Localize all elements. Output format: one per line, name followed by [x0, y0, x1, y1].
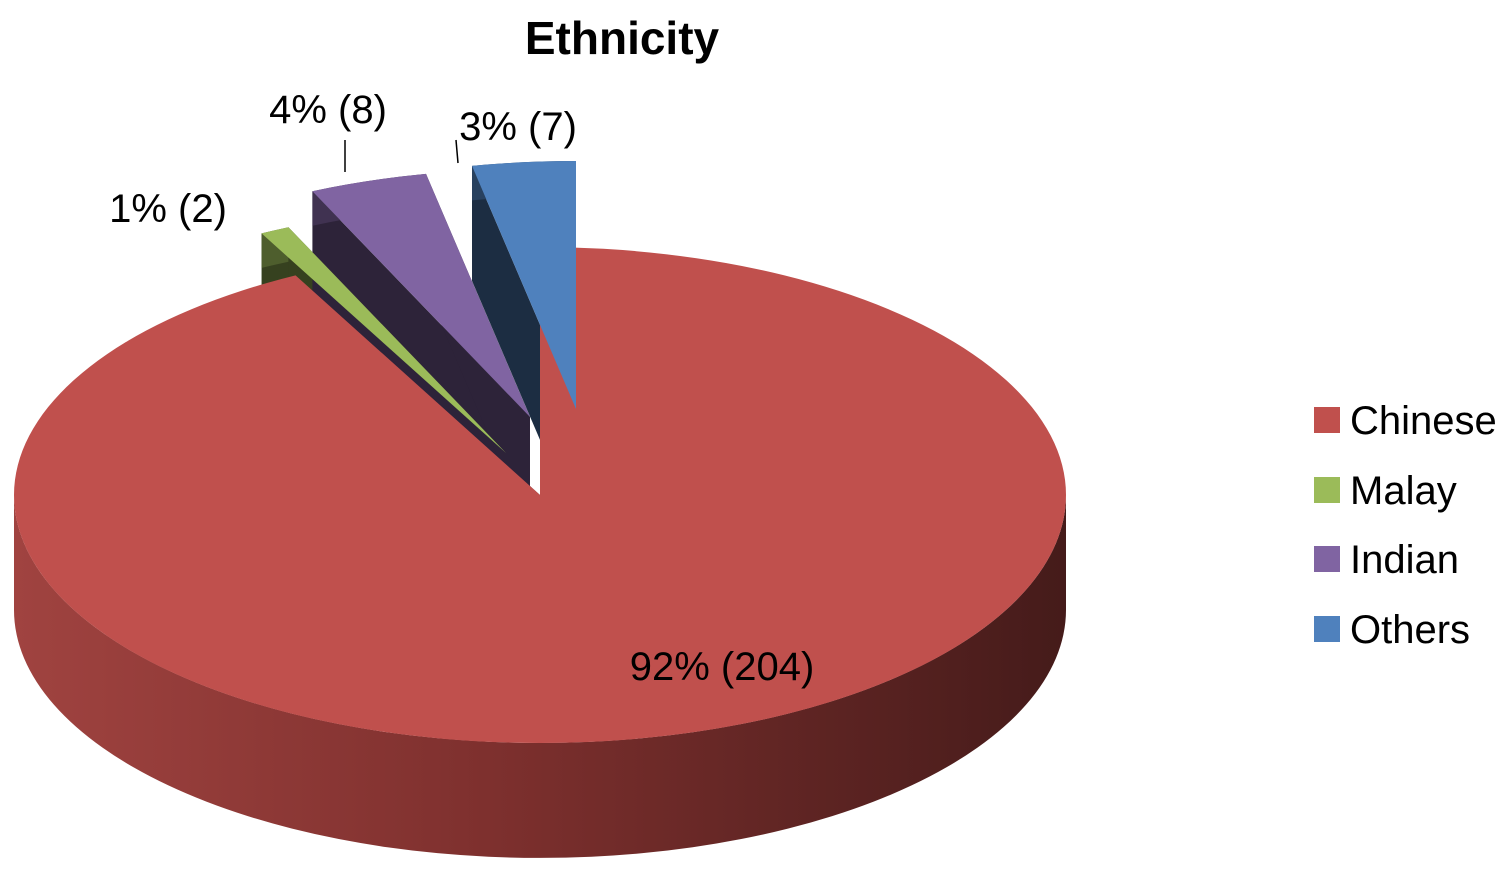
leader-lines [344, 139, 459, 172]
data-label-indian: 4% (8) [269, 88, 387, 132]
data-labels: 92% (204) 1% (2) 4% (8) 3% (7) [109, 88, 814, 689]
data-label-chinese: 92% (204) [630, 645, 815, 689]
legend-label-malay: Malay [1350, 469, 1457, 513]
legend-item-others: Others [1314, 608, 1470, 652]
slice-wall-outer-chinese [14, 495, 1066, 858]
legend-label-indian: Indian [1350, 538, 1459, 582]
legend-item-malay: Malay [1314, 469, 1457, 513]
slice-others [472, 161, 576, 409]
data-label-others: 3% (7) [459, 105, 577, 149]
data-label-malay: 1% (2) [109, 187, 227, 231]
legend-swatch-others [1314, 616, 1340, 642]
legend-swatch-indian [1314, 546, 1340, 572]
legend-swatch-chinese [1314, 407, 1340, 433]
legend-label-others: Others [1350, 608, 1470, 652]
pie-top-layer [13, 161, 1067, 743]
legend-label-chinese: Chinese [1350, 399, 1497, 443]
slice-chinese [13, 247, 1067, 743]
chart-title: Ethnicity [525, 12, 720, 64]
leader-line-others [455, 139, 459, 164]
legend: Chinese Malay Indian Others [1314, 399, 1497, 652]
legend-swatch-malay [1314, 477, 1340, 503]
slice-malay [261, 227, 506, 453]
legend-item-indian: Indian [1314, 538, 1459, 582]
slice-indian [312, 173, 530, 417]
legend-item-chinese: Chinese [1314, 399, 1497, 443]
